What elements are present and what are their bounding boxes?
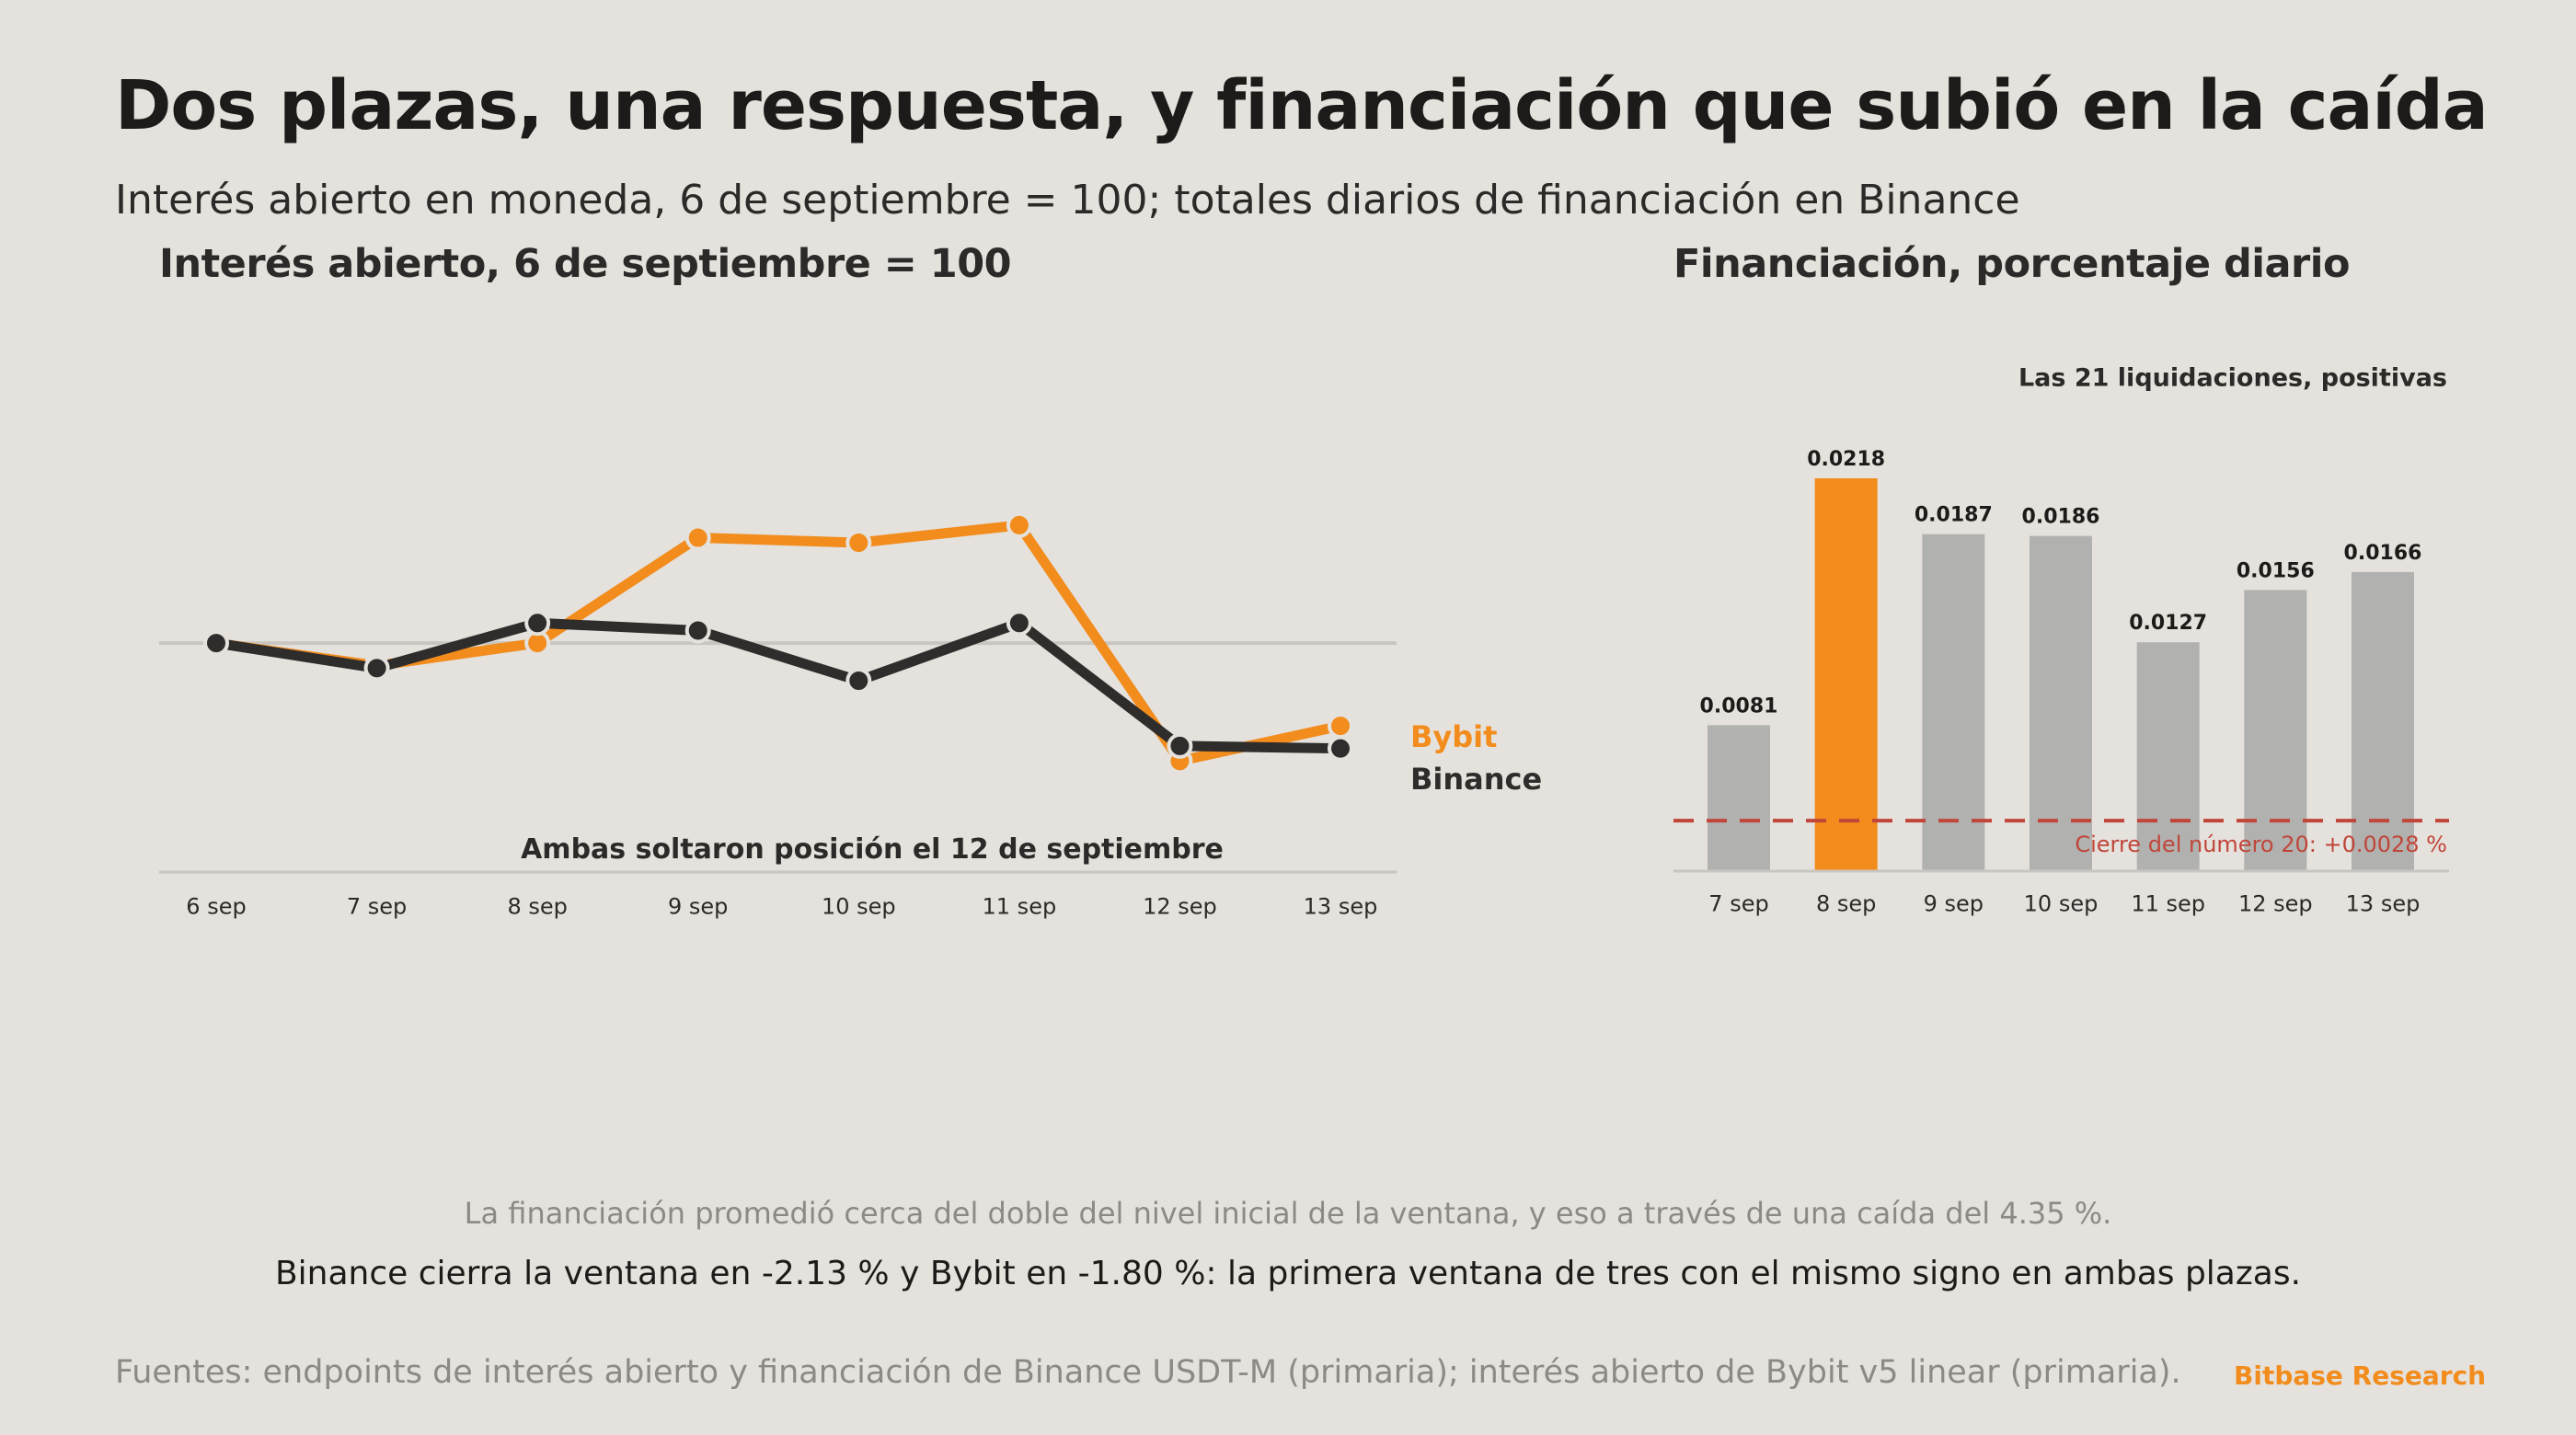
bar-9-sep <box>1922 534 1985 871</box>
legend-label-bybit: Bybit <box>1410 719 1497 754</box>
brand-logo-text: Bitbase Research <box>2234 1360 2487 1391</box>
sources-note: Fuentes: endpoints de interés abierto y … <box>115 1354 2181 1391</box>
bar-value-label: 0.0081 <box>1700 695 1778 718</box>
data-point-bybit <box>684 524 711 551</box>
bar-value-label: 0.0186 <box>2022 506 2100 529</box>
bar-13-sep <box>2352 571 2414 871</box>
data-point-binance <box>1328 735 1353 762</box>
bar-chart-title: Financiación, porcentaje diario <box>1673 241 2351 287</box>
x-tick-label: 9 sep <box>668 894 728 920</box>
bar-value-label: 0.0187 <box>1915 504 1993 527</box>
footnote-funding: La financiación promedió cerca del doble… <box>464 1196 2112 1231</box>
data-point-bybit <box>845 530 872 556</box>
bar-12-sep <box>2244 590 2307 871</box>
bar-x-tick-label: 9 sep <box>1924 891 1984 917</box>
x-tick-label: 12 sep <box>1143 894 1217 920</box>
bar-x-tick-label: 12 sep <box>2238 891 2313 917</box>
bar-value-label: 0.0218 <box>1807 448 1885 471</box>
data-point-bybit <box>1006 511 1032 538</box>
bar-x-tick-label: 11 sep <box>2131 891 2205 917</box>
line-annotation: Ambas soltaron posición el 12 de septiem… <box>521 833 1224 866</box>
bar-value-label: 0.0156 <box>2237 559 2315 582</box>
x-tick-label: 11 sep <box>983 894 1057 920</box>
data-point-binance <box>524 610 551 637</box>
x-tick-label: 10 sep <box>822 894 896 920</box>
bar-value-label: 0.0166 <box>2344 542 2422 565</box>
bar-annotation: Las 21 liquidaciones, positivas <box>2018 364 2447 393</box>
data-point-binance <box>1167 732 1193 759</box>
x-tick-label: 13 sep <box>1304 894 1378 920</box>
bar-11-sep <box>2136 642 2200 871</box>
bar-x-tick-label: 7 sep <box>1708 891 1768 917</box>
bar-value-label: 0.0127 <box>2129 612 2207 635</box>
data-point-binance <box>684 617 711 644</box>
legend-label-binance: Binance <box>1410 762 1542 797</box>
bar-10-sep <box>2030 535 2092 871</box>
reference-line-label: Cierre del número 20: +0.0028 % <box>2075 832 2447 857</box>
data-point-binance <box>203 630 229 657</box>
data-point-binance <box>363 655 390 682</box>
x-tick-label: 7 sep <box>347 894 407 920</box>
data-point-binance <box>845 668 872 694</box>
line-chart-title: Interés abierto, 6 de septiembre = 100 <box>159 241 1012 287</box>
page-title: Dos plazas, una respuesta, y financiació… <box>115 66 2489 145</box>
footnote-close: Binance cierra la ventana en -2.13 % y B… <box>274 1255 2302 1292</box>
bar-x-tick-label: 10 sep <box>2024 891 2099 917</box>
x-tick-label: 8 sep <box>507 894 567 920</box>
series-line-binance <box>211 617 1346 754</box>
bar-7-sep <box>1708 725 1770 871</box>
x-tick-label: 6 sep <box>186 894 246 920</box>
page-subtitle: Interés abierto en moneda, 6 de septiemb… <box>115 177 2020 224</box>
bar-x-tick-label: 8 sep <box>1816 891 1876 917</box>
data-point-binance <box>1006 610 1032 637</box>
bar-8-sep <box>1814 478 1878 871</box>
bar-x-tick-label: 13 sep <box>2346 891 2421 917</box>
